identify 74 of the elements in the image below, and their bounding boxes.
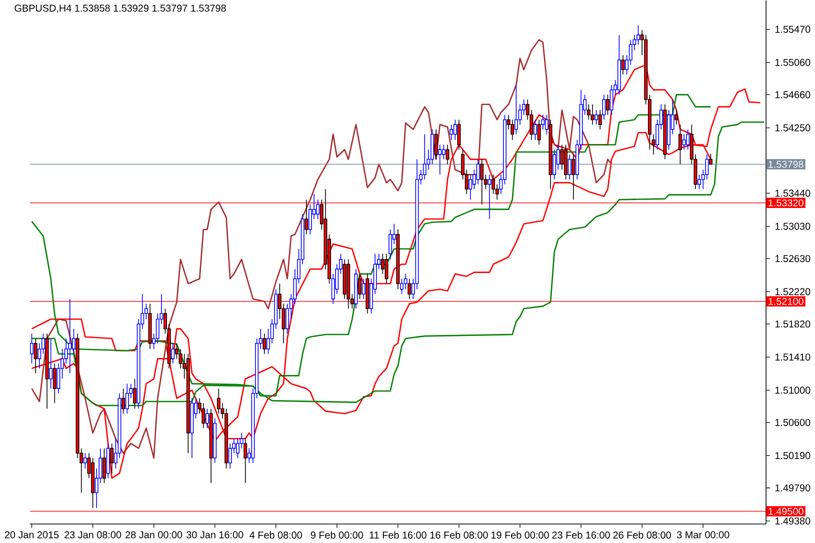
x-tick-label: 11 Feb 16:00: [370, 531, 426, 539]
x-tick-label: 19 Feb 00:00: [491, 531, 549, 539]
candlestick: [548, 119, 552, 190]
y-tick-label: 1.51000: [775, 386, 810, 394]
candlestick: [228, 443, 232, 469]
candlestick: [396, 229, 400, 290]
candlestick: [106, 443, 110, 479]
x-tick-label: 23 Feb 16:00: [552, 531, 610, 539]
y-tick-label: 1.49790: [775, 484, 810, 492]
ref-line-label: 1.52100: [768, 298, 804, 305]
candlestick: [434, 129, 438, 160]
candlestick: [156, 313, 160, 344]
candlestick: [125, 383, 129, 414]
chart-title: GBPUSD,H4 1.53858 1.53929 1.53797 1.53798: [14, 4, 226, 13]
candlestick: [598, 110, 602, 130]
candlestick: [572, 154, 576, 200]
candlestick: [342, 258, 346, 300]
y-tick-label: 1.49380: [775, 517, 810, 524]
candlestick: [678, 124, 682, 165]
candlestick: [110, 443, 114, 474]
candlestick: [468, 174, 472, 200]
x-tick-label: 9 Feb 00:00: [310, 531, 364, 539]
x-tick-label: 3 Mar 00:00: [676, 531, 730, 538]
candlestick: [49, 338, 53, 389]
x-tick-label: 26 Feb 08:00: [613, 531, 671, 539]
candlestick: [171, 342, 175, 364]
candlestick: [682, 134, 686, 150]
y-tick-label: 1.54250: [775, 124, 810, 132]
candlestick: [362, 278, 366, 300]
candlestick: [705, 154, 709, 180]
line-series: [31, 39, 612, 459]
x-tick-label: 23 Jan 08:00: [64, 531, 122, 538]
y-tick-label: 1.54660: [775, 91, 810, 98]
candlestick: [68, 298, 72, 374]
candlestick: [537, 119, 541, 146]
candlestick: [45, 333, 49, 410]
candlestick: [457, 119, 461, 150]
y-tick-label: 1.55060: [775, 58, 810, 66]
y-tick-label: 1.51410: [775, 354, 810, 361]
candlestick: [202, 402, 206, 429]
x-tick-label: 4 Feb 08:00: [250, 531, 302, 539]
candlestick: [446, 144, 450, 165]
x-tick-label: 20 Jan 2015: [4, 531, 59, 538]
x-tick-label: 30 Jan 16:00: [186, 531, 244, 538]
candlestick: [510, 119, 514, 140]
candlestick: [262, 333, 266, 354]
candlestick: [178, 348, 182, 369]
y-tick-label: 1.50190: [775, 452, 810, 460]
candlestick: [476, 158, 480, 185]
x-tick-label: 16 Feb 08:00: [430, 531, 488, 539]
ref-line-label: 1.53798: [768, 160, 804, 168]
ref-line-label: 1.53320: [768, 199, 804, 206]
y-tick-label: 1.55470: [775, 26, 810, 33]
y-tick-label: 1.51820: [775, 320, 810, 328]
candlestick: [404, 274, 408, 290]
candlestick: [568, 154, 572, 180]
y-tick-label: 1.52220: [775, 288, 810, 296]
y-tick-label: 1.50600: [775, 418, 810, 426]
y-tick-label: 1.52630: [775, 255, 810, 262]
candlestick: [674, 110, 678, 125]
candlestick: [438, 144, 442, 176]
candlestick: [190, 398, 194, 458]
y-tick-label: 1.53440: [775, 190, 810, 197]
x-tick-label: 28 Jan 00:00: [126, 531, 182, 538]
candlestick: [408, 278, 412, 300]
candlestick: [541, 114, 545, 130]
y-tick-label: 1.53030: [775, 222, 810, 230]
candlestick: [422, 134, 426, 180]
candlestick: [663, 104, 667, 160]
candlestick: [610, 84, 614, 116]
candlestick: [30, 333, 34, 364]
candlestick: [590, 104, 594, 125]
candlestick: [602, 94, 606, 120]
ref-line-label: 1.49500: [768, 508, 804, 515]
